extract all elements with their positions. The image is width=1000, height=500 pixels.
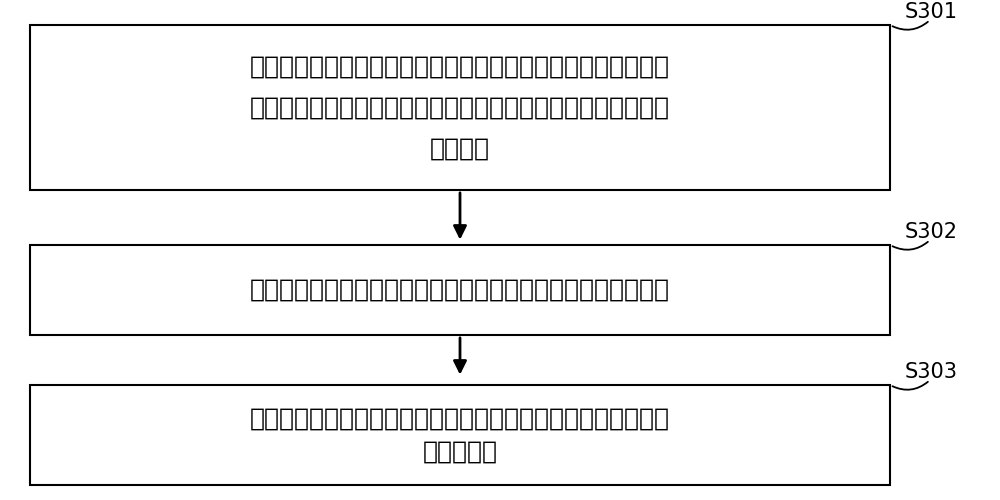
Bar	[30, 385, 890, 485]
Text: 绝对渗透率: 绝对渗透率	[422, 440, 497, 464]
Text: 隙网络模型中每一孔隙的传导系数，以及相互连通的孔隙之间的: 隙网络模型中每一孔隙的传导系数，以及相互连通的孔隙之间的	[250, 96, 670, 120]
Text: S301: S301	[905, 2, 958, 22]
Text: 传导系数: 传导系数	[430, 136, 490, 161]
Text: 根据所述相互连通的孔隙之间的传导系数，确定每一孔隙的压力: 根据所述相互连通的孔隙之间的传导系数，确定每一孔隙的压力	[250, 278, 670, 302]
Text: S302: S302	[905, 222, 958, 242]
Text: S303: S303	[905, 362, 958, 382]
Text: 对所述岩心孔隙网络模型进行单相流模拟计算，确定所述岩心孔: 对所述岩心孔隙网络模型进行单相流模拟计算，确定所述岩心孔	[250, 54, 670, 78]
Bar	[30, 245, 890, 335]
Bar	[30, 25, 890, 190]
Text: 根据每一所述孔隙的压力及其对应的传导系数，确定所述岩心的: 根据每一所述孔隙的压力及其对应的传导系数，确定所述岩心的	[250, 406, 670, 430]
